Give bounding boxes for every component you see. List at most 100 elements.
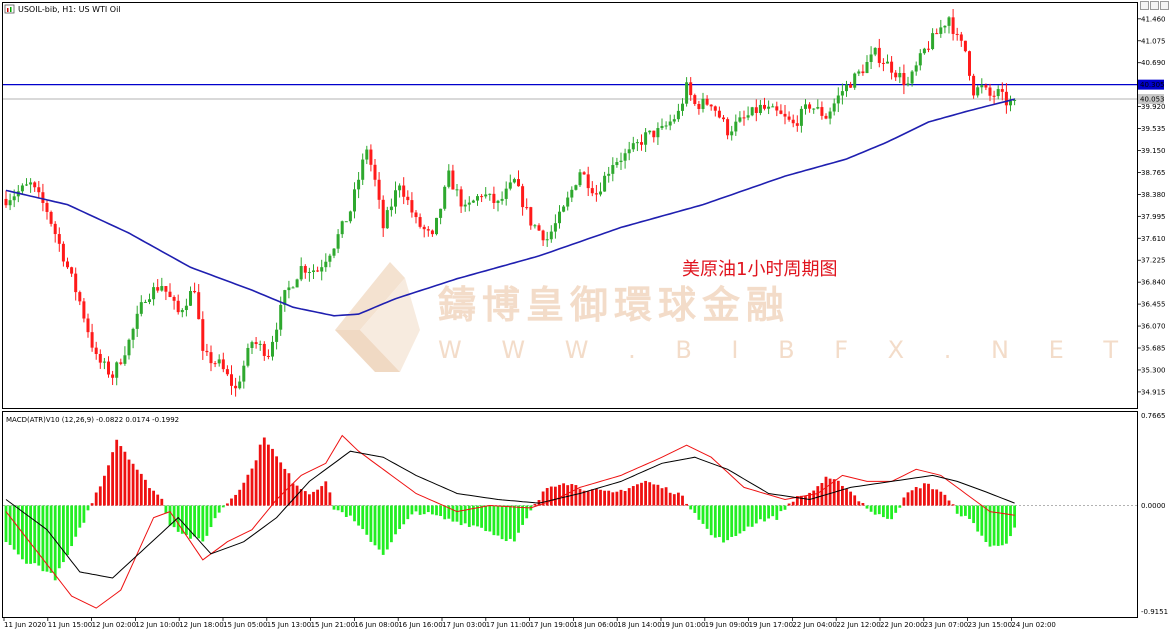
macd-histogram-bar bbox=[541, 491, 545, 506]
candle bbox=[988, 83, 992, 102]
candle bbox=[599, 182, 602, 197]
candle bbox=[213, 360, 217, 368]
close-icon[interactable] bbox=[1160, 1, 1169, 10]
macd-histogram-bar bbox=[144, 479, 147, 506]
candle bbox=[886, 54, 889, 64]
macd-histogram-bar bbox=[964, 505, 967, 516]
candle bbox=[398, 183, 402, 198]
candle bbox=[299, 257, 303, 282]
macd-histogram-bar bbox=[49, 505, 53, 573]
candle-body bbox=[664, 125, 668, 127]
candle-body bbox=[549, 231, 553, 240]
macd-histogram-bar bbox=[189, 505, 192, 539]
chart-annotation: 美原油1小时周期图 bbox=[682, 259, 837, 280]
candle-body bbox=[78, 292, 82, 302]
candle-body bbox=[976, 87, 980, 96]
price-label: 35.685 bbox=[1141, 345, 1166, 353]
candle-body bbox=[258, 343, 262, 345]
candle-body bbox=[70, 267, 74, 274]
candle bbox=[853, 72, 857, 90]
macd-histogram-bar bbox=[250, 468, 254, 506]
time-label: 22 Jun 04:00 bbox=[792, 621, 836, 629]
candle-body bbox=[189, 291, 192, 306]
macd-histogram-bar bbox=[111, 452, 114, 506]
candle bbox=[963, 40, 967, 53]
candle-body bbox=[90, 332, 94, 348]
time-label: 18 Jun 14:00 bbox=[617, 621, 661, 629]
candle-body bbox=[160, 286, 164, 291]
macd-histogram-bar bbox=[873, 505, 877, 515]
macd-histogram-bar bbox=[443, 505, 447, 520]
candle-body bbox=[541, 230, 545, 241]
macd-histogram-bar bbox=[947, 500, 951, 506]
candle-body bbox=[578, 172, 582, 186]
macd-histogram-bar bbox=[455, 505, 459, 522]
candle bbox=[799, 106, 803, 133]
candle-body bbox=[750, 107, 754, 116]
candle bbox=[102, 357, 106, 370]
candle bbox=[275, 322, 279, 350]
macd-histogram-bar bbox=[25, 505, 28, 564]
candle-body bbox=[152, 287, 156, 300]
macd-histogram-bar bbox=[566, 485, 570, 506]
time-label: 12 Jun 18:00 bbox=[179, 621, 223, 629]
macd-histogram-bar bbox=[636, 484, 639, 506]
candle-body bbox=[525, 207, 529, 209]
time-label: 19 Jun 09:00 bbox=[705, 621, 749, 629]
candle-body bbox=[890, 61, 894, 73]
candle bbox=[750, 106, 754, 117]
time-label: 23 Jun 15:00 bbox=[968, 621, 1012, 629]
macd-histogram-bar bbox=[648, 482, 652, 506]
candle-body bbox=[74, 273, 78, 293]
macd-histogram-bar bbox=[70, 505, 73, 547]
macd-histogram-bar bbox=[135, 469, 139, 506]
candle-body bbox=[631, 143, 635, 150]
candle-body bbox=[324, 261, 328, 268]
macd-histogram-bar bbox=[119, 446, 123, 506]
candle bbox=[25, 178, 28, 186]
macd-plot[interactable] bbox=[3, 434, 1137, 609]
candle-body bbox=[619, 160, 623, 163]
candle bbox=[78, 290, 82, 306]
macd-histogram-bar bbox=[656, 484, 660, 506]
minimize-icon[interactable] bbox=[1140, 1, 1149, 10]
macd-histogram-bar bbox=[599, 489, 602, 506]
macd-histogram-bar bbox=[238, 489, 242, 506]
macd-histogram-bar bbox=[385, 505, 389, 550]
macd-histogram-bar bbox=[988, 505, 992, 547]
macd-histogram-bar bbox=[1013, 505, 1016, 528]
candle-body bbox=[886, 61, 889, 64]
candle bbox=[738, 111, 742, 123]
candle bbox=[504, 181, 508, 206]
candle bbox=[689, 77, 693, 101]
candle-body bbox=[373, 164, 377, 180]
macd-histogram-bar bbox=[828, 478, 832, 506]
candle-body bbox=[521, 186, 525, 208]
watermark: 鑄博皇御環球金融 W W W . B I B F X . N E T bbox=[335, 262, 1118, 372]
restore-icon[interactable] bbox=[1150, 1, 1159, 10]
candle bbox=[578, 169, 582, 187]
candle-body bbox=[586, 174, 590, 189]
macd-histogram-bar bbox=[312, 491, 315, 506]
candle bbox=[217, 354, 221, 367]
candle bbox=[201, 311, 205, 360]
macd-histogram-bar bbox=[623, 491, 627, 506]
candle-body bbox=[119, 362, 123, 364]
candle bbox=[783, 104, 787, 125]
macd-histogram-bar bbox=[160, 498, 164, 506]
price-label: 41.460 bbox=[1141, 15, 1166, 23]
candle bbox=[697, 100, 701, 115]
candle-body bbox=[537, 225, 541, 231]
macd-histogram-bar bbox=[107, 465, 110, 506]
candle-body bbox=[143, 301, 147, 303]
candle bbox=[758, 99, 762, 116]
candle-body bbox=[29, 182, 33, 185]
price-plot[interactable] bbox=[3, 9, 1137, 397]
macd-histogram-bar bbox=[640, 482, 643, 506]
bid-price-tag: 40.053 bbox=[1140, 96, 1165, 104]
time-label: 22 Jun 12:00 bbox=[836, 621, 880, 629]
candle-body bbox=[410, 200, 414, 213]
candle bbox=[525, 198, 529, 210]
